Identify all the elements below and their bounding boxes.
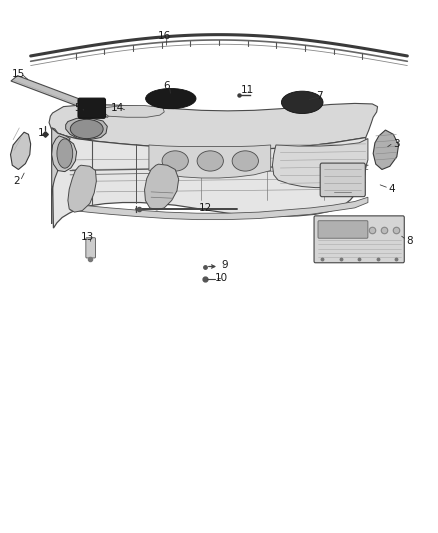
- Polygon shape: [149, 145, 271, 178]
- Ellipse shape: [232, 151, 258, 171]
- FancyBboxPatch shape: [314, 216, 404, 263]
- Text: 14: 14: [111, 103, 124, 112]
- Text: 7: 7: [316, 91, 323, 101]
- Polygon shape: [52, 128, 70, 224]
- Polygon shape: [70, 197, 368, 220]
- Text: 11: 11: [241, 85, 254, 94]
- FancyBboxPatch shape: [320, 163, 365, 197]
- Text: 16: 16: [158, 31, 171, 41]
- Ellipse shape: [281, 91, 323, 114]
- Ellipse shape: [145, 88, 196, 109]
- Text: 5: 5: [74, 103, 81, 112]
- Polygon shape: [145, 164, 179, 210]
- Ellipse shape: [57, 139, 73, 168]
- Text: 9: 9: [221, 261, 228, 270]
- Polygon shape: [11, 132, 31, 169]
- FancyBboxPatch shape: [318, 221, 368, 238]
- Ellipse shape: [70, 119, 103, 139]
- Text: 13: 13: [81, 232, 94, 242]
- Polygon shape: [373, 130, 399, 169]
- FancyBboxPatch shape: [86, 238, 95, 258]
- Polygon shape: [66, 118, 107, 140]
- Text: 12: 12: [199, 203, 212, 213]
- Polygon shape: [52, 136, 77, 172]
- Ellipse shape: [162, 151, 188, 171]
- Text: 15: 15: [12, 69, 25, 78]
- Polygon shape: [52, 128, 367, 228]
- Polygon shape: [11, 76, 114, 117]
- Text: 6: 6: [163, 82, 170, 91]
- Text: 4: 4: [389, 184, 396, 194]
- Polygon shape: [104, 106, 164, 117]
- Polygon shape: [68, 165, 96, 212]
- Ellipse shape: [197, 151, 223, 171]
- Text: 1: 1: [38, 128, 45, 138]
- Text: 2: 2: [13, 176, 20, 186]
- Text: 3: 3: [393, 139, 400, 149]
- FancyBboxPatch shape: [78, 98, 106, 118]
- Text: 8: 8: [406, 236, 413, 246]
- Polygon shape: [272, 139, 368, 188]
- Polygon shape: [49, 103, 378, 149]
- Text: 10: 10: [215, 273, 228, 283]
